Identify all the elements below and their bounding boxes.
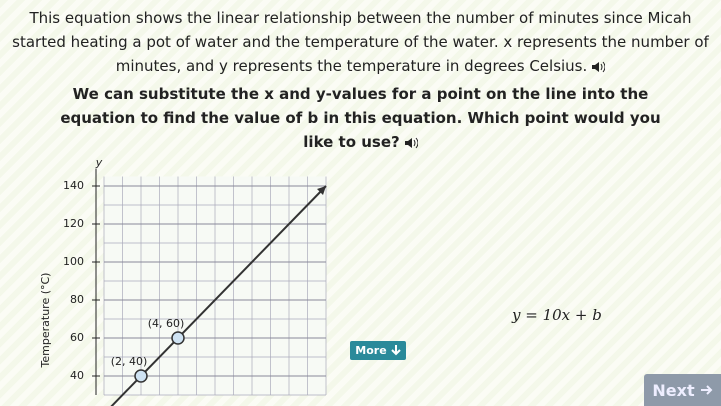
prompt-text: This equation shows the linear relations…: [0, 6, 721, 78]
y-axis-label: y: [95, 156, 103, 169]
speaker-icon[interactable]: [591, 61, 606, 73]
speaker-icon[interactable]: [404, 137, 418, 149]
more-button[interactable]: More: [350, 341, 406, 360]
equation: y = 10x + b: [512, 306, 602, 324]
button-label: Next: [652, 380, 695, 400]
y-tick-label: 140: [63, 179, 84, 192]
y-tick-label: 80: [70, 293, 84, 306]
button-label: More: [355, 344, 387, 357]
next-button[interactable]: Next: [644, 374, 721, 406]
point-label: (2, 40): [111, 355, 148, 368]
point[interactable]: [134, 369, 148, 383]
right-arrow-icon: [700, 385, 713, 395]
y-axis-title: Temperature (°C): [39, 273, 52, 369]
paragraph: We can substitute the x and y-values for…: [60, 85, 661, 151]
paragraph: This equation shows the linear relations…: [12, 9, 709, 75]
point[interactable]: [171, 331, 185, 345]
down-arrow-icon: [390, 345, 401, 356]
y-tick-label: 60: [70, 331, 84, 344]
question-text: We can substitute the x and y-values for…: [0, 82, 721, 154]
y-tick-label: 120: [63, 217, 84, 230]
line-arrow: [317, 186, 326, 195]
point-label: (4, 60): [148, 317, 185, 330]
y-tick-label: 40: [70, 369, 84, 382]
y-tick-label: 100: [63, 255, 84, 268]
